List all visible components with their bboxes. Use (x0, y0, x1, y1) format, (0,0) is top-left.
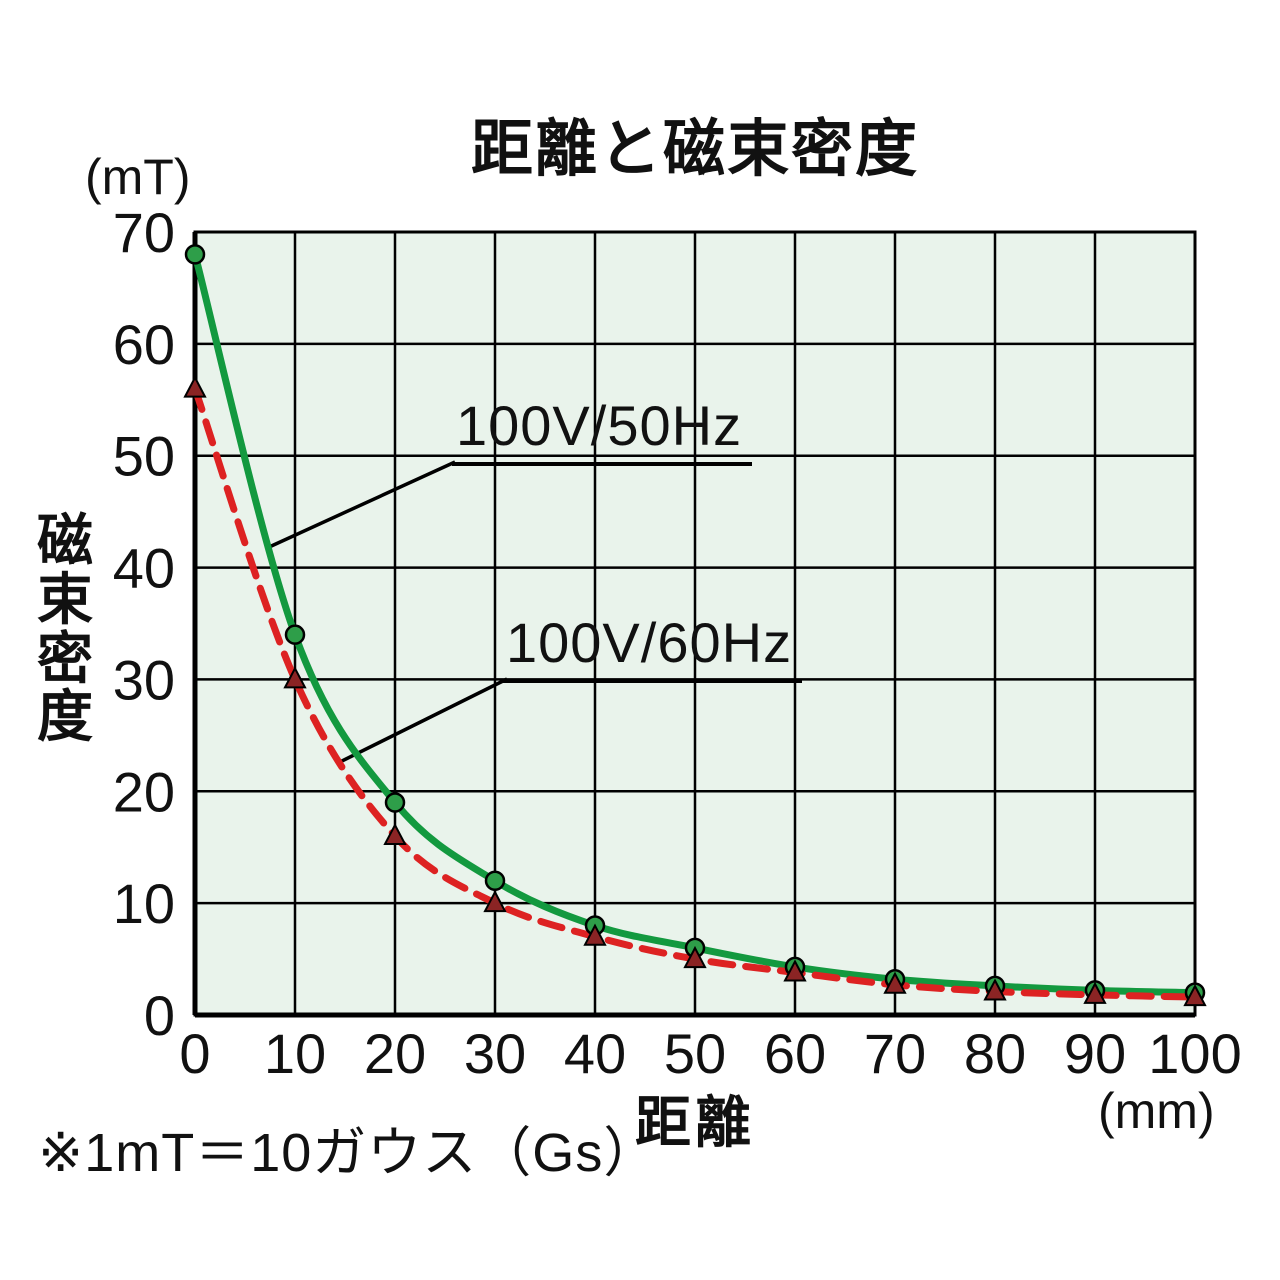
svg-text:30: 30 (113, 648, 175, 711)
svg-text:70: 70 (113, 201, 175, 264)
y-axis-label: 磁束密度 (37, 509, 93, 749)
chart-title: 距離と磁束密度 (470, 115, 919, 184)
svg-text:50: 50 (664, 1022, 726, 1085)
svg-text:20: 20 (113, 760, 175, 823)
svg-text:80: 80 (964, 1022, 1026, 1085)
svg-text:60: 60 (764, 1022, 826, 1085)
svg-text:10: 10 (264, 1022, 326, 1085)
svg-text:70: 70 (864, 1022, 926, 1085)
svg-text:20: 20 (364, 1022, 426, 1085)
series-callout-50hz: 100V/50Hz (452, 398, 753, 466)
svg-text:100: 100 (1148, 1022, 1241, 1085)
svg-text:90: 90 (1064, 1022, 1126, 1085)
x-axis-unit-label: (mm) (1098, 1083, 1215, 1139)
svg-text:0: 0 (179, 1022, 210, 1085)
svg-text:60: 60 (113, 313, 175, 376)
svg-text:0: 0 (144, 984, 175, 1047)
svg-text:30: 30 (464, 1022, 526, 1085)
y-axis-unit-label: (mT) (85, 149, 191, 205)
footnote-gauss-conversion: ※1mT＝10ガウス（Gs） (38, 1123, 659, 1183)
series-callout-60hz: 100V/60Hz (502, 615, 803, 683)
x-axis-label: 距離 (635, 1091, 755, 1154)
svg-text:40: 40 (113, 537, 175, 600)
svg-text:40: 40 (564, 1022, 626, 1085)
svg-text:50: 50 (113, 425, 175, 488)
svg-text:10: 10 (113, 872, 175, 935)
